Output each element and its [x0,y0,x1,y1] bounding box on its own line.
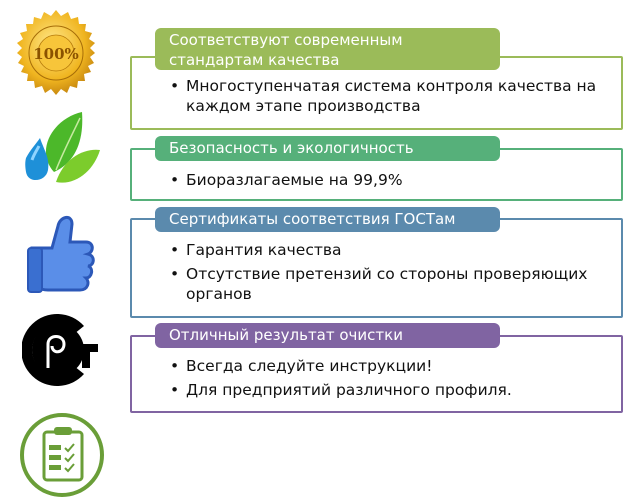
section-title-2: Безопасность и экологичность [155,136,500,161]
section-title-4: Отличный результат очистки [155,323,500,348]
section-bullets-1: Многоступенчатая система контроля качест… [170,76,610,120]
section-title-3: Сертификаты соответствия ГОСТам [155,207,500,232]
bullet-item: Всегда следуйте инструкции! [170,356,610,376]
section-bullets-2: Биоразлагаемые на 99,9% [170,170,610,194]
bullet-item: Отсутствие претензий со стороны проверяю… [170,264,610,304]
section-bullets-4: Всегда следуйте инструкции! Для предприя… [170,356,610,404]
bullet-item: Гарантия качества [170,240,610,260]
clipboard-checklist-icon [20,413,104,497]
rostest-certification-icon [22,314,98,386]
eco-leaves-drop-icon [25,112,100,183]
thumbs-up-icon [27,216,95,293]
section-bullets-3: Гарантия качества Отсутствие претензий с… [170,240,610,308]
quality-seal-icon: 100% [17,10,95,95]
section-title-1: Соответствуют современным стандартам кач… [155,28,500,70]
bullet-item: Многоступенчатая система контроля качест… [170,76,610,116]
seal-text: 100% [33,45,79,63]
bullet-item: Биоразлагаемые на 99,9% [170,170,610,190]
bullet-item: Для предприятий различного профиля. [170,380,610,400]
